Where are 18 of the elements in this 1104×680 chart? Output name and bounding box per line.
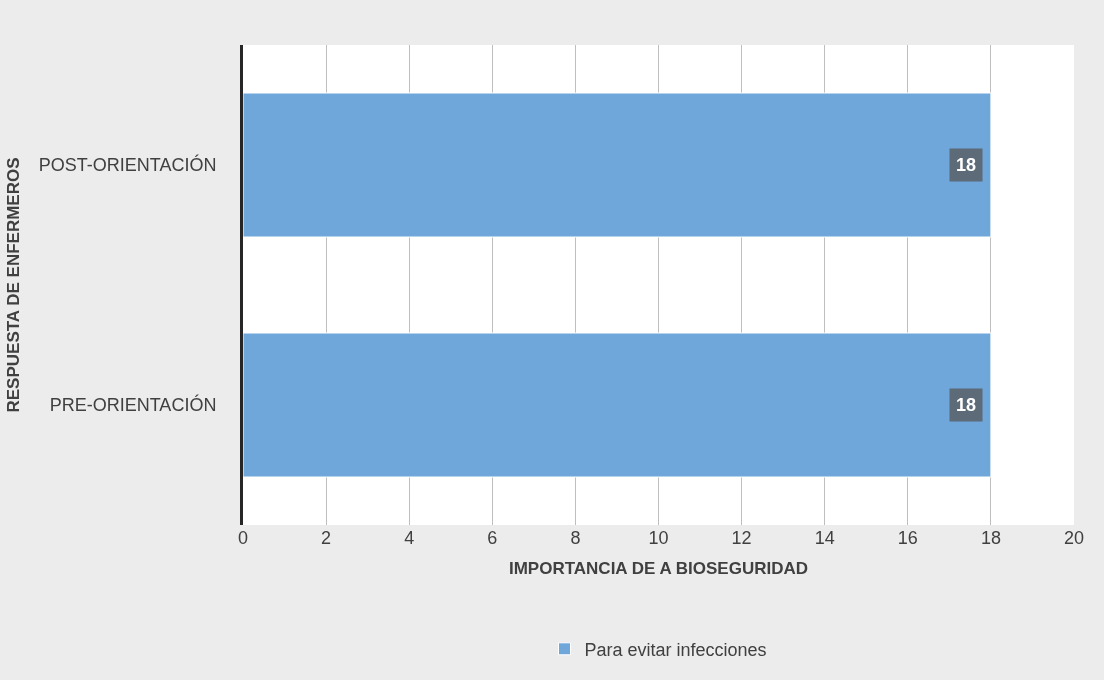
y-tick-label: PRE-ORIENTACIÓN	[49, 394, 217, 416]
x-tick-label: 4	[404, 528, 415, 548]
data-label: 18	[956, 155, 977, 175]
x-tick-label: 18	[980, 528, 1001, 548]
x-tick-label: 16	[897, 528, 918, 548]
x-tick-label: 6	[487, 528, 498, 548]
x-tick-label: 12	[731, 528, 752, 548]
y-tick-label: POST-ORIENTACIÓN	[38, 154, 217, 176]
x-tick-label: 0	[237, 528, 249, 548]
y-axis-title: RESPUESTA DE ENFERMEROS	[4, 157, 24, 413]
x-tick-label: 14	[814, 528, 835, 548]
x-tick-label: 8	[570, 528, 581, 548]
data-label: 18	[956, 395, 977, 415]
x-tick-label: 10	[648, 528, 669, 548]
x-tick-label: 2	[321, 528, 332, 548]
x-axis-title: IMPORTANCIA DE A BIOSEGURIDAD	[508, 559, 809, 579]
legend-label: Para evitar infecciones	[584, 639, 767, 660]
x-tick-label: 20	[1063, 528, 1085, 548]
